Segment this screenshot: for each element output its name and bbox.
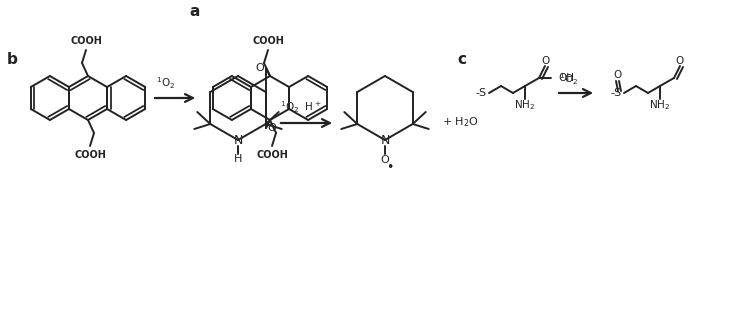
Text: COOH: COOH (74, 150, 106, 160)
Text: c: c (458, 52, 466, 67)
Text: NH$_2$: NH$_2$ (514, 98, 536, 112)
Text: O: O (381, 155, 389, 165)
Text: COOH: COOH (252, 36, 284, 46)
Text: •: • (386, 161, 394, 174)
Text: $^1$O$_2$: $^1$O$_2$ (156, 75, 175, 91)
Text: COOH: COOH (70, 36, 102, 46)
Text: + H$_2$O: + H$_2$O (442, 115, 478, 129)
Text: O: O (614, 70, 622, 80)
Text: O: O (256, 63, 264, 73)
Text: H: H (234, 154, 243, 164)
Text: O: O (676, 56, 684, 66)
Text: $^1$O$_2$  H$^+$: $^1$O$_2$ H$^+$ (280, 100, 321, 115)
Text: $^1$O$_2$: $^1$O$_2$ (559, 72, 578, 87)
Text: N: N (380, 134, 390, 147)
Text: -S: -S (610, 88, 621, 98)
Text: -S: -S (475, 88, 486, 98)
Text: NH$_2$: NH$_2$ (650, 98, 670, 112)
Text: N: N (234, 134, 243, 147)
Text: COOH: COOH (256, 150, 288, 160)
Text: O: O (541, 56, 549, 66)
Text: O: O (268, 123, 276, 133)
Text: a: a (190, 3, 200, 18)
Text: OH: OH (558, 73, 574, 83)
Text: b: b (7, 52, 17, 67)
